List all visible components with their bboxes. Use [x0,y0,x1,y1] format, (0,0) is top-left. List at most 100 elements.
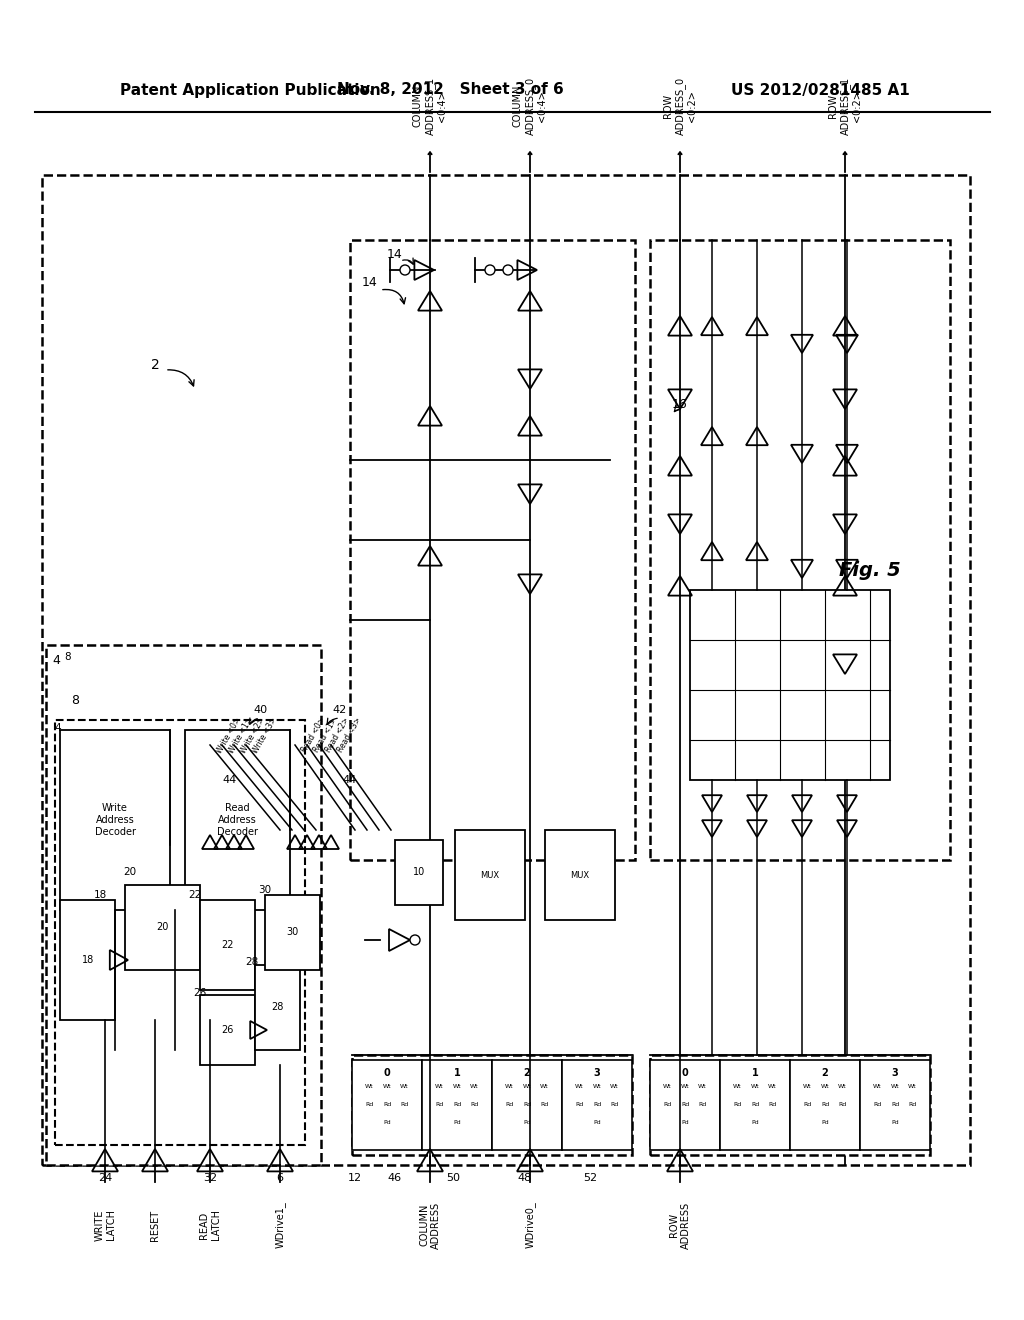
Bar [860,1060,930,1150]
Text: 30: 30 [286,927,298,937]
Text: 32: 32 [203,1173,217,1183]
Text: Rd: Rd [506,1102,514,1107]
Text: Wt: Wt [610,1085,618,1089]
Text: Rd: Rd [839,1102,847,1107]
Text: Pd: Pd [593,1121,601,1126]
Text: COLUMN
ADDRESS_1
<0:4>: COLUMN ADDRESS_1 <0:4> [413,77,447,135]
Bar [395,840,443,906]
Text: 20: 20 [156,921,168,932]
Bar [255,965,300,1049]
Text: Rd: Rd [891,1102,899,1107]
Text: Rd: Rd [733,1102,741,1107]
Text: 3: 3 [594,1068,600,1078]
Text: 12: 12 [348,1173,362,1183]
Text: Fig. 5: Fig. 5 [839,561,901,579]
Text: READ
LATCH: READ LATCH [200,1209,221,1241]
Text: Pd: Pd [681,1121,689,1126]
Bar [60,730,170,909]
Text: Write
Address
Decoder: Write Address Decoder [94,804,135,837]
Text: 2: 2 [523,1068,530,1078]
Text: WDrive1_: WDrive1_ [274,1201,286,1249]
Text: Rd: Rd [698,1102,707,1107]
Text: 1: 1 [752,1068,759,1078]
Bar [185,730,290,909]
Text: WRITE
LATCH: WRITE LATCH [94,1209,116,1241]
Text: Rd: Rd [383,1102,391,1107]
Text: Wt: Wt [366,1085,374,1089]
Text: 30: 30 [258,884,271,895]
Bar [200,995,255,1065]
Text: Wt: Wt [820,1085,829,1089]
Text: Wt: Wt [522,1085,531,1089]
Text: Rd: Rd [435,1102,443,1107]
Text: 40: 40 [253,705,267,715]
Text: Read <3>: Read <3> [336,715,364,754]
Text: Pd: Pd [821,1121,828,1126]
Text: Rd: Rd [821,1102,829,1107]
Text: Rd: Rd [470,1102,478,1107]
Text: Read <1>: Read <1> [312,715,339,754]
Text: Wt: Wt [873,1085,882,1089]
Text: 46: 46 [388,1173,402,1183]
Text: Wt: Wt [453,1085,462,1089]
Bar [60,900,115,1020]
Text: 22: 22 [221,940,233,950]
Text: Read <0>: Read <0> [300,715,328,754]
Text: 18: 18 [93,890,106,900]
Text: 28: 28 [246,957,259,968]
Text: 16: 16 [672,399,688,412]
Text: 8: 8 [71,693,79,706]
Text: 48: 48 [518,1173,532,1183]
Text: ROW
ADDRESS_1
<0:2>: ROW ADDRESS_1 <0:2> [828,77,862,135]
Text: 44: 44 [223,775,238,785]
Text: 26: 26 [221,1026,233,1035]
Text: WDrive0_: WDrive0_ [524,1201,536,1249]
Text: 24: 24 [98,1173,112,1183]
Text: Wt: Wt [751,1085,760,1089]
Bar [545,830,615,920]
Text: Rd: Rd [804,1102,812,1107]
Text: Pd: Pd [454,1121,461,1126]
Text: Rd: Rd [453,1102,461,1107]
Text: Pd: Pd [383,1121,391,1126]
Text: Write <2>: Write <2> [239,715,267,755]
Text: 10: 10 [413,867,425,876]
Bar [422,1060,492,1150]
Text: 42: 42 [333,705,347,715]
Text: Wt: Wt [803,1085,812,1089]
Bar [200,900,255,990]
Text: MUX: MUX [480,870,500,879]
Text: Rd: Rd [908,1102,916,1107]
Bar [562,1060,632,1150]
Text: MUX: MUX [570,870,590,879]
Bar [720,1060,790,1150]
Text: Rd: Rd [873,1102,882,1107]
Text: Rd: Rd [751,1102,759,1107]
Bar [455,830,525,920]
Bar [265,895,319,970]
Text: Read
Address
Decoder: Read Address Decoder [216,804,257,837]
Text: 26: 26 [194,987,207,998]
Bar [790,1060,860,1150]
Text: Wt: Wt [698,1085,707,1089]
Text: Write <3>: Write <3> [251,715,279,755]
Text: Wt: Wt [505,1085,514,1089]
Text: Pd: Pd [891,1121,899,1126]
Text: 14: 14 [387,248,402,261]
Text: 14: 14 [362,276,378,289]
Text: Wt: Wt [733,1085,741,1089]
Text: 2: 2 [151,358,160,372]
Text: 8: 8 [65,652,72,663]
Text: Patent Application Publication: Patent Application Publication [120,82,381,98]
Text: RESET: RESET [150,1209,160,1241]
Text: Wt: Wt [470,1085,479,1089]
Text: 1: 1 [454,1068,461,1078]
Bar [42,176,970,1166]
Text: COLUMN
ADDRESS_0
<0:4>: COLUMN ADDRESS_0 <0:4> [513,77,547,135]
Bar [352,1060,422,1150]
Text: Wt: Wt [908,1085,916,1089]
Bar [350,240,635,861]
Circle shape [485,265,495,275]
Text: 4: 4 [52,653,59,667]
Text: Rd: Rd [681,1102,689,1107]
